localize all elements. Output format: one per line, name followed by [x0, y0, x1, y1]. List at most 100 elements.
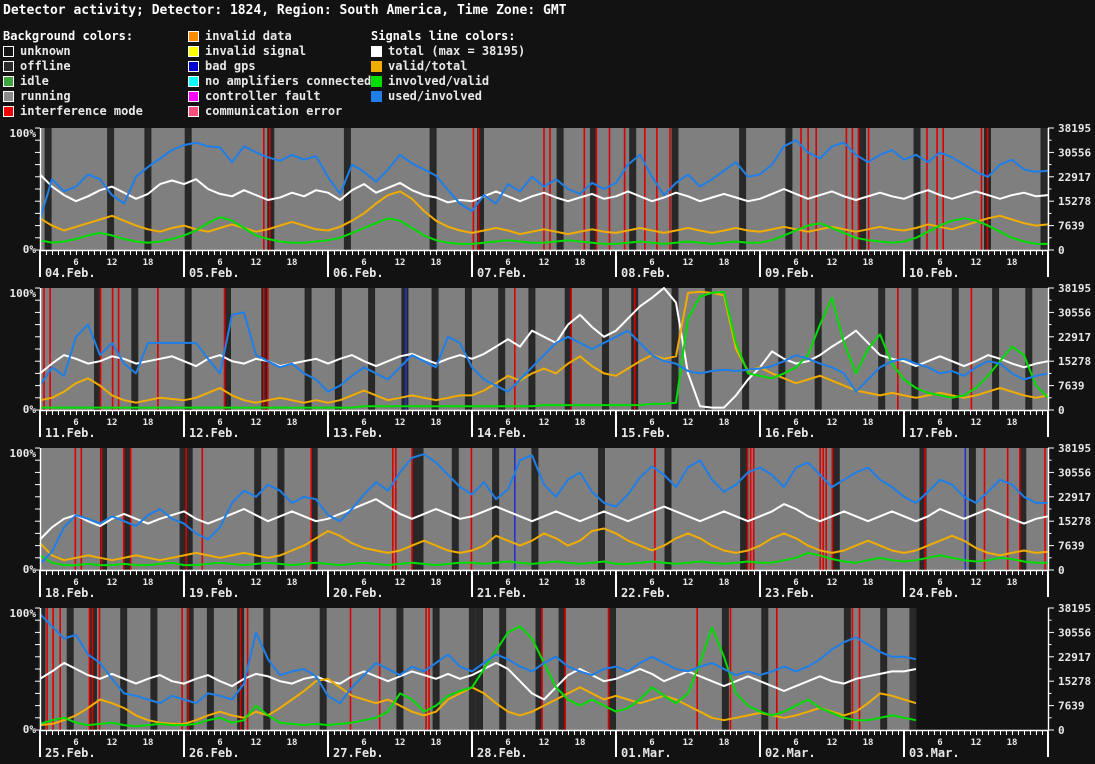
interference-mark	[541, 608, 543, 730]
hour-label: 18	[575, 738, 586, 748]
offline-period-bar	[416, 448, 424, 570]
legend-status-item-4: controller fault	[188, 89, 371, 104]
legend-background-item-swatch-icon	[3, 46, 14, 57]
hour-label: 6	[361, 738, 366, 748]
day-label: 25.Feb.	[45, 746, 96, 758]
hour-label: 6	[73, 258, 78, 268]
legend-status-item-3: no amplifiers connected	[188, 74, 371, 89]
offline-period-bar	[880, 608, 888, 730]
offline-period-bar	[589, 128, 597, 250]
offline-period-bar	[429, 128, 437, 250]
interference-mark	[936, 128, 938, 250]
y-axis-top-label: 100%	[10, 447, 37, 460]
offline-period-bar	[254, 448, 262, 570]
offline-period-bar	[739, 128, 747, 250]
right-axis-label: 0	[1058, 724, 1065, 737]
offline-period-bar	[396, 608, 404, 730]
offline-period-bar	[451, 448, 459, 570]
right-axis-label: 22917	[1058, 651, 1091, 664]
interference-mark	[129, 448, 132, 570]
legend-signal-item-0: total (max = 38195)	[371, 44, 525, 59]
series-involved-valid-line	[39, 551, 1048, 567]
right-axis-label: 0	[1058, 404, 1065, 417]
hour-label: 12	[107, 578, 118, 588]
hour-label: 6	[73, 738, 78, 748]
hour-label: 12	[107, 258, 118, 268]
offline-period-bar	[598, 448, 605, 570]
right-axis-label: 38195	[1058, 122, 1091, 135]
day-label: 24.Feb.	[909, 586, 960, 598]
day-boundary-tick	[615, 730, 617, 757]
y-axis-top-label: 100%	[10, 127, 37, 140]
interference-mark	[851, 608, 854, 730]
day-boundary-tick	[39, 410, 41, 437]
interference-mark	[752, 448, 755, 570]
interference-mark	[857, 128, 860, 250]
offline-period-bar	[911, 288, 919, 410]
hour-label: 12	[827, 738, 838, 748]
offline-period-bar	[629, 128, 637, 250]
hour-label: 18	[863, 418, 874, 428]
day-boundary-tick	[1047, 730, 1049, 757]
series-total-line	[39, 661, 917, 701]
offline-period-bar	[671, 288, 679, 410]
offline-period-bar	[564, 288, 572, 410]
hour-label: 6	[649, 578, 654, 588]
series-used-involved-line	[39, 613, 917, 705]
day-label: 03.Mar.	[909, 746, 960, 758]
bad-gps-mark	[405, 288, 407, 410]
legend-background-item-2: idle	[3, 74, 143, 89]
interference-mark	[269, 128, 271, 250]
y-axis-bottom-label: 0%	[23, 723, 37, 736]
interference-mark	[926, 128, 928, 250]
offline-period-bar	[609, 608, 616, 730]
series-used-involved-line	[39, 453, 1048, 565]
interference-mark	[986, 128, 989, 250]
day-label: 11.Feb.	[45, 426, 96, 438]
interference-mark	[514, 288, 516, 410]
legend-status-item-1: invalid signal	[188, 44, 371, 59]
interference-mark	[608, 128, 611, 250]
offline-period-bar	[185, 448, 193, 570]
offline-period-bar	[431, 288, 439, 410]
legend-background-item-label: unknown	[20, 44, 71, 58]
offline-period-bar	[131, 288, 139, 410]
legend-signal-item-swatch-icon	[371, 61, 382, 72]
legend-background-item-swatch-icon	[3, 76, 14, 87]
day-label: 18.Feb.	[45, 586, 96, 598]
offline-period-bar	[492, 448, 500, 570]
offline-period-bar	[468, 608, 476, 730]
hour-label: 6	[361, 418, 366, 428]
hour-label: 12	[107, 418, 118, 428]
running-background	[40, 448, 1048, 570]
interference-mark	[644, 128, 646, 250]
offline-period-bar	[556, 128, 564, 250]
interference-mark	[263, 128, 265, 250]
day-boundary-tick	[327, 730, 329, 757]
interference-mark	[99, 288, 102, 410]
series-valid-total-line	[39, 527, 1049, 562]
hour-label: 18	[1007, 258, 1018, 268]
offline-period-bar	[1025, 288, 1033, 410]
offline-period-bar	[100, 448, 107, 570]
series-used-involved-line	[39, 139, 1049, 220]
offline-period-bar	[120, 608, 128, 730]
hour-label: 6	[649, 738, 654, 748]
interference-mark	[91, 608, 94, 730]
interference-mark	[807, 128, 809, 250]
legend-status-item-2: bad gps	[188, 59, 371, 74]
interference-mark	[549, 128, 551, 250]
interference-mark	[472, 128, 475, 250]
offline-period-bar	[476, 608, 483, 730]
hour-label: 18	[863, 258, 874, 268]
offline-period-bar	[878, 288, 886, 410]
legend-status-item-label: no amplifiers connected	[205, 74, 372, 88]
legend-background-colors: Background colors: unknown offline idle run…	[3, 29, 143, 119]
legend-signal-item-swatch-icon	[371, 76, 382, 87]
offline-period-bar	[778, 288, 786, 410]
day-boundary-tick	[327, 250, 329, 277]
offline-period-bar	[558, 608, 566, 730]
hour-label: 6	[937, 738, 942, 748]
day-label: 13.Feb.	[333, 426, 384, 438]
hour-label: 6	[937, 578, 942, 588]
